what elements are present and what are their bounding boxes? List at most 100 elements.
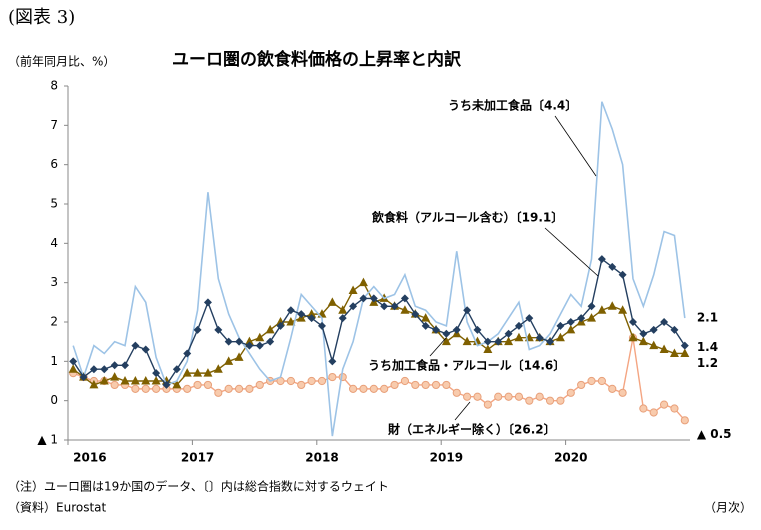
- point: [618, 305, 628, 314]
- point: [669, 348, 679, 357]
- end-label: 1.4: [697, 340, 718, 354]
- point: [577, 314, 586, 323]
- leader-line: [544, 227, 599, 277]
- point: [566, 388, 575, 397]
- figure-label: (図表 3): [8, 7, 75, 28]
- point: [597, 376, 606, 386]
- point: [660, 318, 669, 326]
- point: [659, 400, 669, 409]
- point: [214, 325, 223, 334]
- point: [431, 380, 441, 390]
- point: [172, 365, 181, 374]
- point: [504, 336, 514, 346]
- point: [494, 392, 503, 401]
- point: [390, 302, 399, 311]
- point: [100, 365, 109, 374]
- point: [670, 325, 679, 334]
- point: [411, 380, 420, 390]
- point: [577, 380, 586, 390]
- point: [421, 313, 431, 322]
- point: [566, 318, 575, 326]
- point: [639, 404, 648, 413]
- point: [224, 384, 233, 393]
- point: [649, 340, 659, 350]
- point: [608, 384, 617, 393]
- point: [266, 337, 275, 346]
- x-axis-label: （月次）: [704, 501, 752, 515]
- end-label: 1.2: [697, 356, 718, 370]
- y-tick-label: 4: [50, 236, 58, 250]
- point: [193, 368, 203, 377]
- point: [130, 376, 140, 385]
- leader-line: [429, 337, 447, 357]
- point: [348, 285, 358, 295]
- point: [680, 416, 689, 425]
- point: [504, 329, 513, 338]
- point: [234, 384, 244, 393]
- point: [110, 372, 120, 381]
- point: [442, 329, 451, 338]
- point: [307, 376, 316, 386]
- point: [546, 337, 555, 346]
- point: [89, 379, 99, 389]
- y-tick-label: 7: [50, 118, 58, 132]
- point: [483, 344, 493, 354]
- y-tick-label: 1: [50, 354, 58, 368]
- point: [265, 324, 275, 334]
- point: [307, 309, 317, 318]
- point: [421, 321, 430, 330]
- point: [680, 348, 690, 357]
- point: [473, 392, 482, 401]
- chart-title: ユーロ圏の飲食料価格の上昇率と内訳: [172, 49, 462, 70]
- point: [151, 376, 161, 385]
- point: [286, 376, 295, 386]
- point: [452, 325, 461, 334]
- point: [494, 337, 503, 346]
- series-label: うち加工食品・アルコール〔14.6〕: [368, 358, 565, 373]
- point: [276, 321, 285, 330]
- point: [483, 337, 492, 346]
- point: [172, 379, 182, 389]
- x-tick-label: 2017: [181, 451, 214, 465]
- x-tick-label: 2016: [73, 451, 106, 465]
- point: [369, 294, 378, 303]
- point: [587, 302, 596, 311]
- point: [297, 310, 306, 319]
- end-label: ▲ 0.5: [697, 427, 732, 441]
- point: [670, 404, 679, 413]
- point: [162, 380, 171, 389]
- point: [327, 297, 337, 306]
- point: [525, 314, 534, 323]
- point: [317, 376, 327, 386]
- point: [358, 277, 368, 287]
- y-tick-label: 8: [50, 79, 58, 93]
- series-label: 財（エネルギー除く）〔26.2〕: [387, 422, 556, 437]
- point: [245, 384, 254, 393]
- y-tick-label: 3: [50, 275, 58, 289]
- point: [514, 332, 524, 342]
- point: [587, 376, 596, 386]
- x-tick-label: 2019: [430, 451, 463, 465]
- point: [348, 384, 358, 393]
- point: [141, 384, 150, 393]
- point: [411, 310, 420, 319]
- point: [421, 380, 430, 390]
- point: [483, 400, 492, 409]
- y-tick-label: ▲ 1: [37, 433, 58, 447]
- point: [255, 380, 264, 390]
- point: [69, 357, 78, 366]
- series-label: 飲食料（アルコール含む）〔19.1〕: [371, 210, 563, 225]
- point: [152, 384, 161, 393]
- point: [317, 321, 326, 330]
- point: [380, 302, 389, 311]
- point: [286, 306, 295, 315]
- point: [110, 361, 119, 370]
- point: [628, 318, 637, 326]
- point: [380, 384, 389, 393]
- point: [441, 336, 451, 346]
- point: [141, 376, 151, 385]
- point: [566, 324, 576, 334]
- y-tick-label: 6: [50, 157, 58, 171]
- point: [183, 384, 192, 393]
